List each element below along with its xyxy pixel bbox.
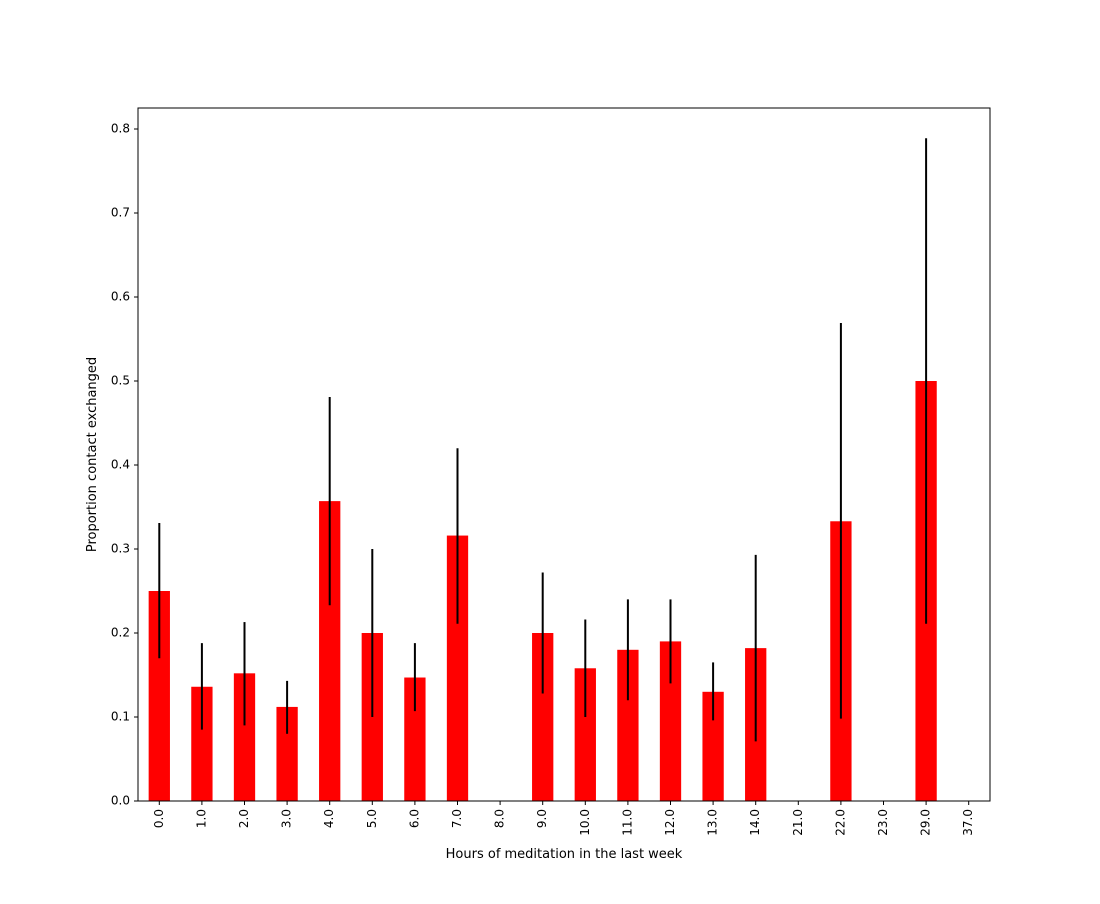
bar [532, 633, 554, 801]
plot-frame [137, 107, 991, 802]
x-tick-label: 12.0 [663, 809, 677, 836]
x-tick-label: 14.0 [748, 809, 762, 836]
y-tick-label: 0.2 [111, 626, 130, 640]
x-tick-label: 37.0 [961, 809, 975, 836]
x-tick-label: 13.0 [706, 809, 720, 836]
x-tick-label: 2.0 [237, 809, 251, 828]
x-tick-label: 0.0 [152, 809, 166, 828]
x-axis-label: Hours of meditation in the last week [446, 847, 683, 862]
x-tick-label: 6.0 [407, 809, 421, 828]
error-bars-layer [158, 138, 928, 742]
bars-layer [148, 381, 937, 801]
x-tick-label: 29.0 [919, 809, 933, 836]
bar [276, 706, 298, 801]
bar [191, 686, 213, 801]
x-axis: 0.0 1.0 2.0 3.0 4.0 5.0 6.0 7.0 8.0 9.0 10.0 11.0 12… [152, 801, 975, 836]
x-tick-label: 7.0 [450, 809, 464, 828]
y-tick-label: 0.0 [111, 794, 130, 808]
y-axis: 0.0 0.1 0.2 0.3 0.4 0.5 0.6 0.7 0.8 [111, 122, 138, 808]
x-tick-label: 10.0 [578, 809, 592, 836]
bar [148, 591, 170, 801]
x-tick-label: 11.0 [620, 809, 634, 836]
x-tick-label: 9.0 [535, 809, 549, 828]
bar [617, 649, 639, 801]
x-tick-label: 22.0 [833, 809, 847, 836]
bar [233, 673, 256, 801]
bar [702, 691, 724, 801]
bar [574, 668, 596, 801]
y-tick-label: 0.1 [111, 710, 130, 724]
x-tick-label: 5.0 [365, 809, 379, 828]
y-tick-label: 0.5 [111, 374, 130, 388]
bar [404, 677, 426, 801]
x-tick-label: 1.0 [194, 809, 208, 828]
bar [446, 535, 469, 801]
bar [659, 641, 682, 801]
bar [319, 501, 341, 801]
x-tick-label: 23.0 [876, 809, 890, 836]
y-tick-label: 0.8 [111, 122, 130, 136]
y-tick-label: 0.6 [111, 290, 130, 304]
x-tick-label: 21.0 [791, 809, 805, 836]
x-tick-label: 3.0 [280, 809, 294, 828]
x-tick-label: 8.0 [493, 809, 507, 828]
y-tick-label: 0.3 [111, 542, 130, 556]
x-tick-label: 4.0 [322, 809, 336, 828]
y-tick-label: 0.4 [111, 458, 130, 472]
y-tick-label: 0.7 [111, 206, 130, 220]
y-axis-label: Proportion contact exchanged [85, 357, 100, 552]
